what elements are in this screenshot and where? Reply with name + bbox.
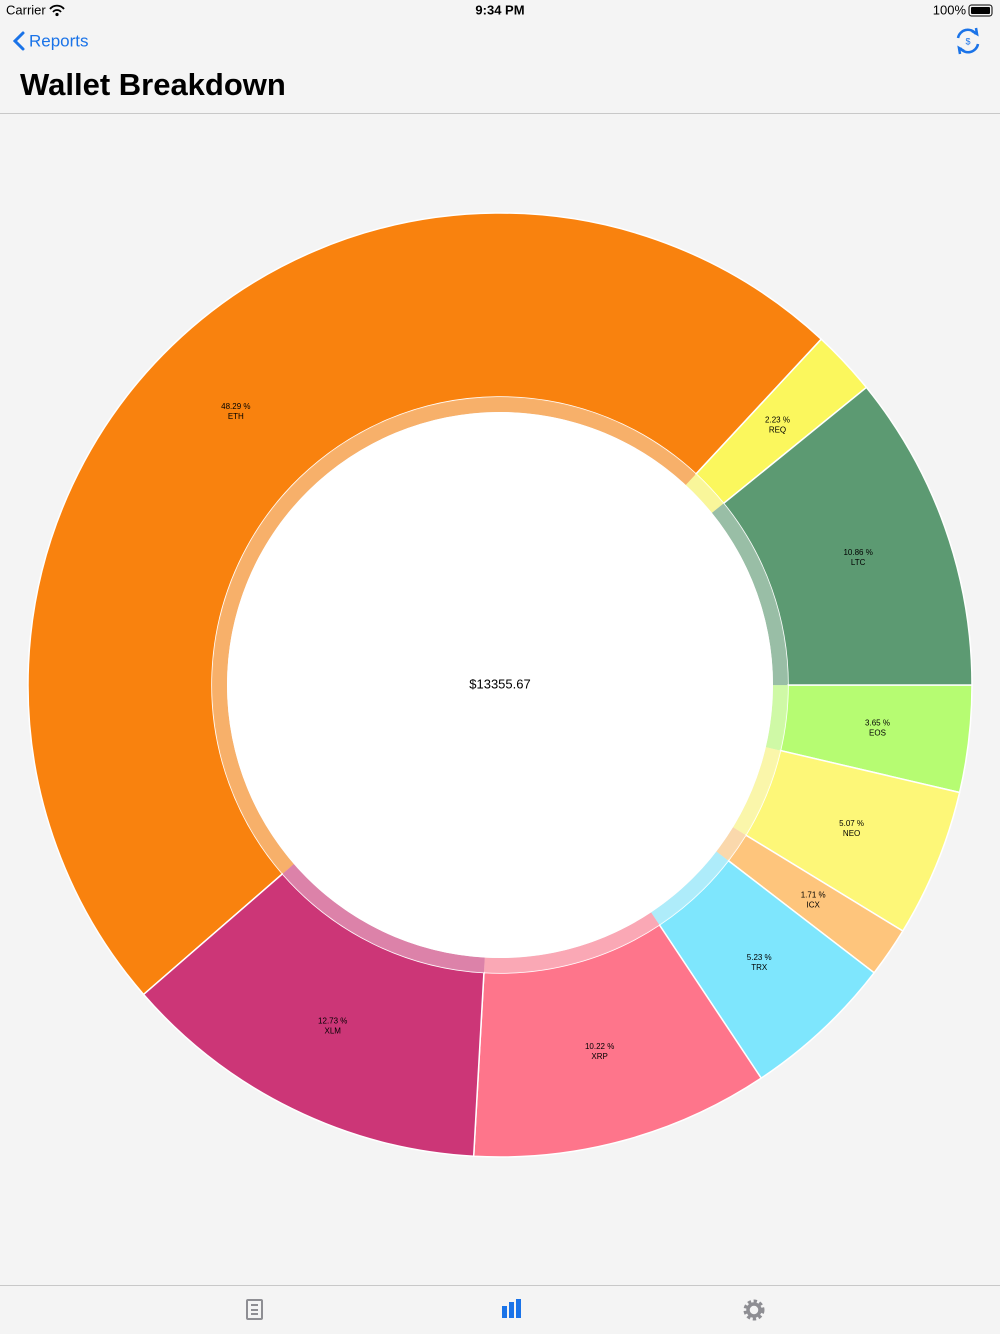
- slice-inner-band: [651, 851, 729, 925]
- slice-value-label: 1.71 %: [801, 890, 826, 899]
- carrier: Carrier: [6, 2, 46, 17]
- slice-category-label: LTC: [851, 558, 866, 567]
- slice-inner-band: [282, 863, 485, 973]
- slice-category-label: REQ: [769, 425, 786, 434]
- donut-hole: [227, 412, 773, 958]
- back-chevron[interactable]: [12, 31, 25, 51]
- slice-inner-band: [685, 473, 724, 513]
- slice-inner-band: [711, 503, 789, 686]
- slice-value-label: 10.86 %: [843, 548, 872, 557]
- slice-value-label: 5.07 %: [839, 819, 864, 828]
- slice-value-label: 12.73 %: [318, 1016, 347, 1025]
- page-title: Wallet Breakdown: [20, 67, 286, 102]
- back-button[interactable]: Reports: [29, 31, 89, 50]
- tab-settings[interactable]: [743, 1299, 765, 1321]
- battery-outline: [968, 4, 993, 17]
- slice-category-label: ETH: [228, 412, 244, 421]
- slice-inner-band: [732, 747, 781, 836]
- time: 9:34 PM: [475, 2, 524, 17]
- slice-category-label: XRP: [591, 1052, 607, 1061]
- slice-category-label: XLM: [325, 1026, 342, 1035]
- battery-label: 100%: [933, 2, 967, 17]
- slice-category-label: ICX: [807, 900, 821, 909]
- slice-category-label: NEO: [843, 829, 860, 838]
- slice-value-label: 48.29 %: [221, 402, 250, 411]
- tab-reports-list[interactable]: [246, 1299, 263, 1320]
- slice-value-label: 2.23 %: [765, 415, 790, 424]
- slice-category-label: EOS: [869, 729, 886, 738]
- battery-fill: [971, 7, 990, 14]
- refresh-button[interactable]: $: [956, 27, 980, 55]
- tab-chart[interactable]: [502, 1299, 521, 1318]
- slice-inner-band: [716, 827, 746, 861]
- slice-value-label: 10.22 %: [585, 1042, 614, 1051]
- wifi-dot: [55, 12, 59, 17]
- slice-inner-band: [483, 912, 660, 973]
- slice-inner-band: [765, 685, 788, 751]
- slice-category-label: TRX: [751, 963, 768, 972]
- svg-text:$: $: [965, 36, 970, 46]
- wifi-icon: [49, 4, 65, 13]
- slice-value-label: 3.65 %: [865, 719, 890, 728]
- donut-chart: 48.29 %ETH 2.23 %REQ 10.86 %LTC 3.65 %EOS 5.…: [27, 212, 973, 1158]
- center-total: $13355.67: [469, 676, 530, 691]
- slice-inner-band: [211, 396, 697, 874]
- slice-value-label: 5.23 %: [747, 953, 772, 962]
